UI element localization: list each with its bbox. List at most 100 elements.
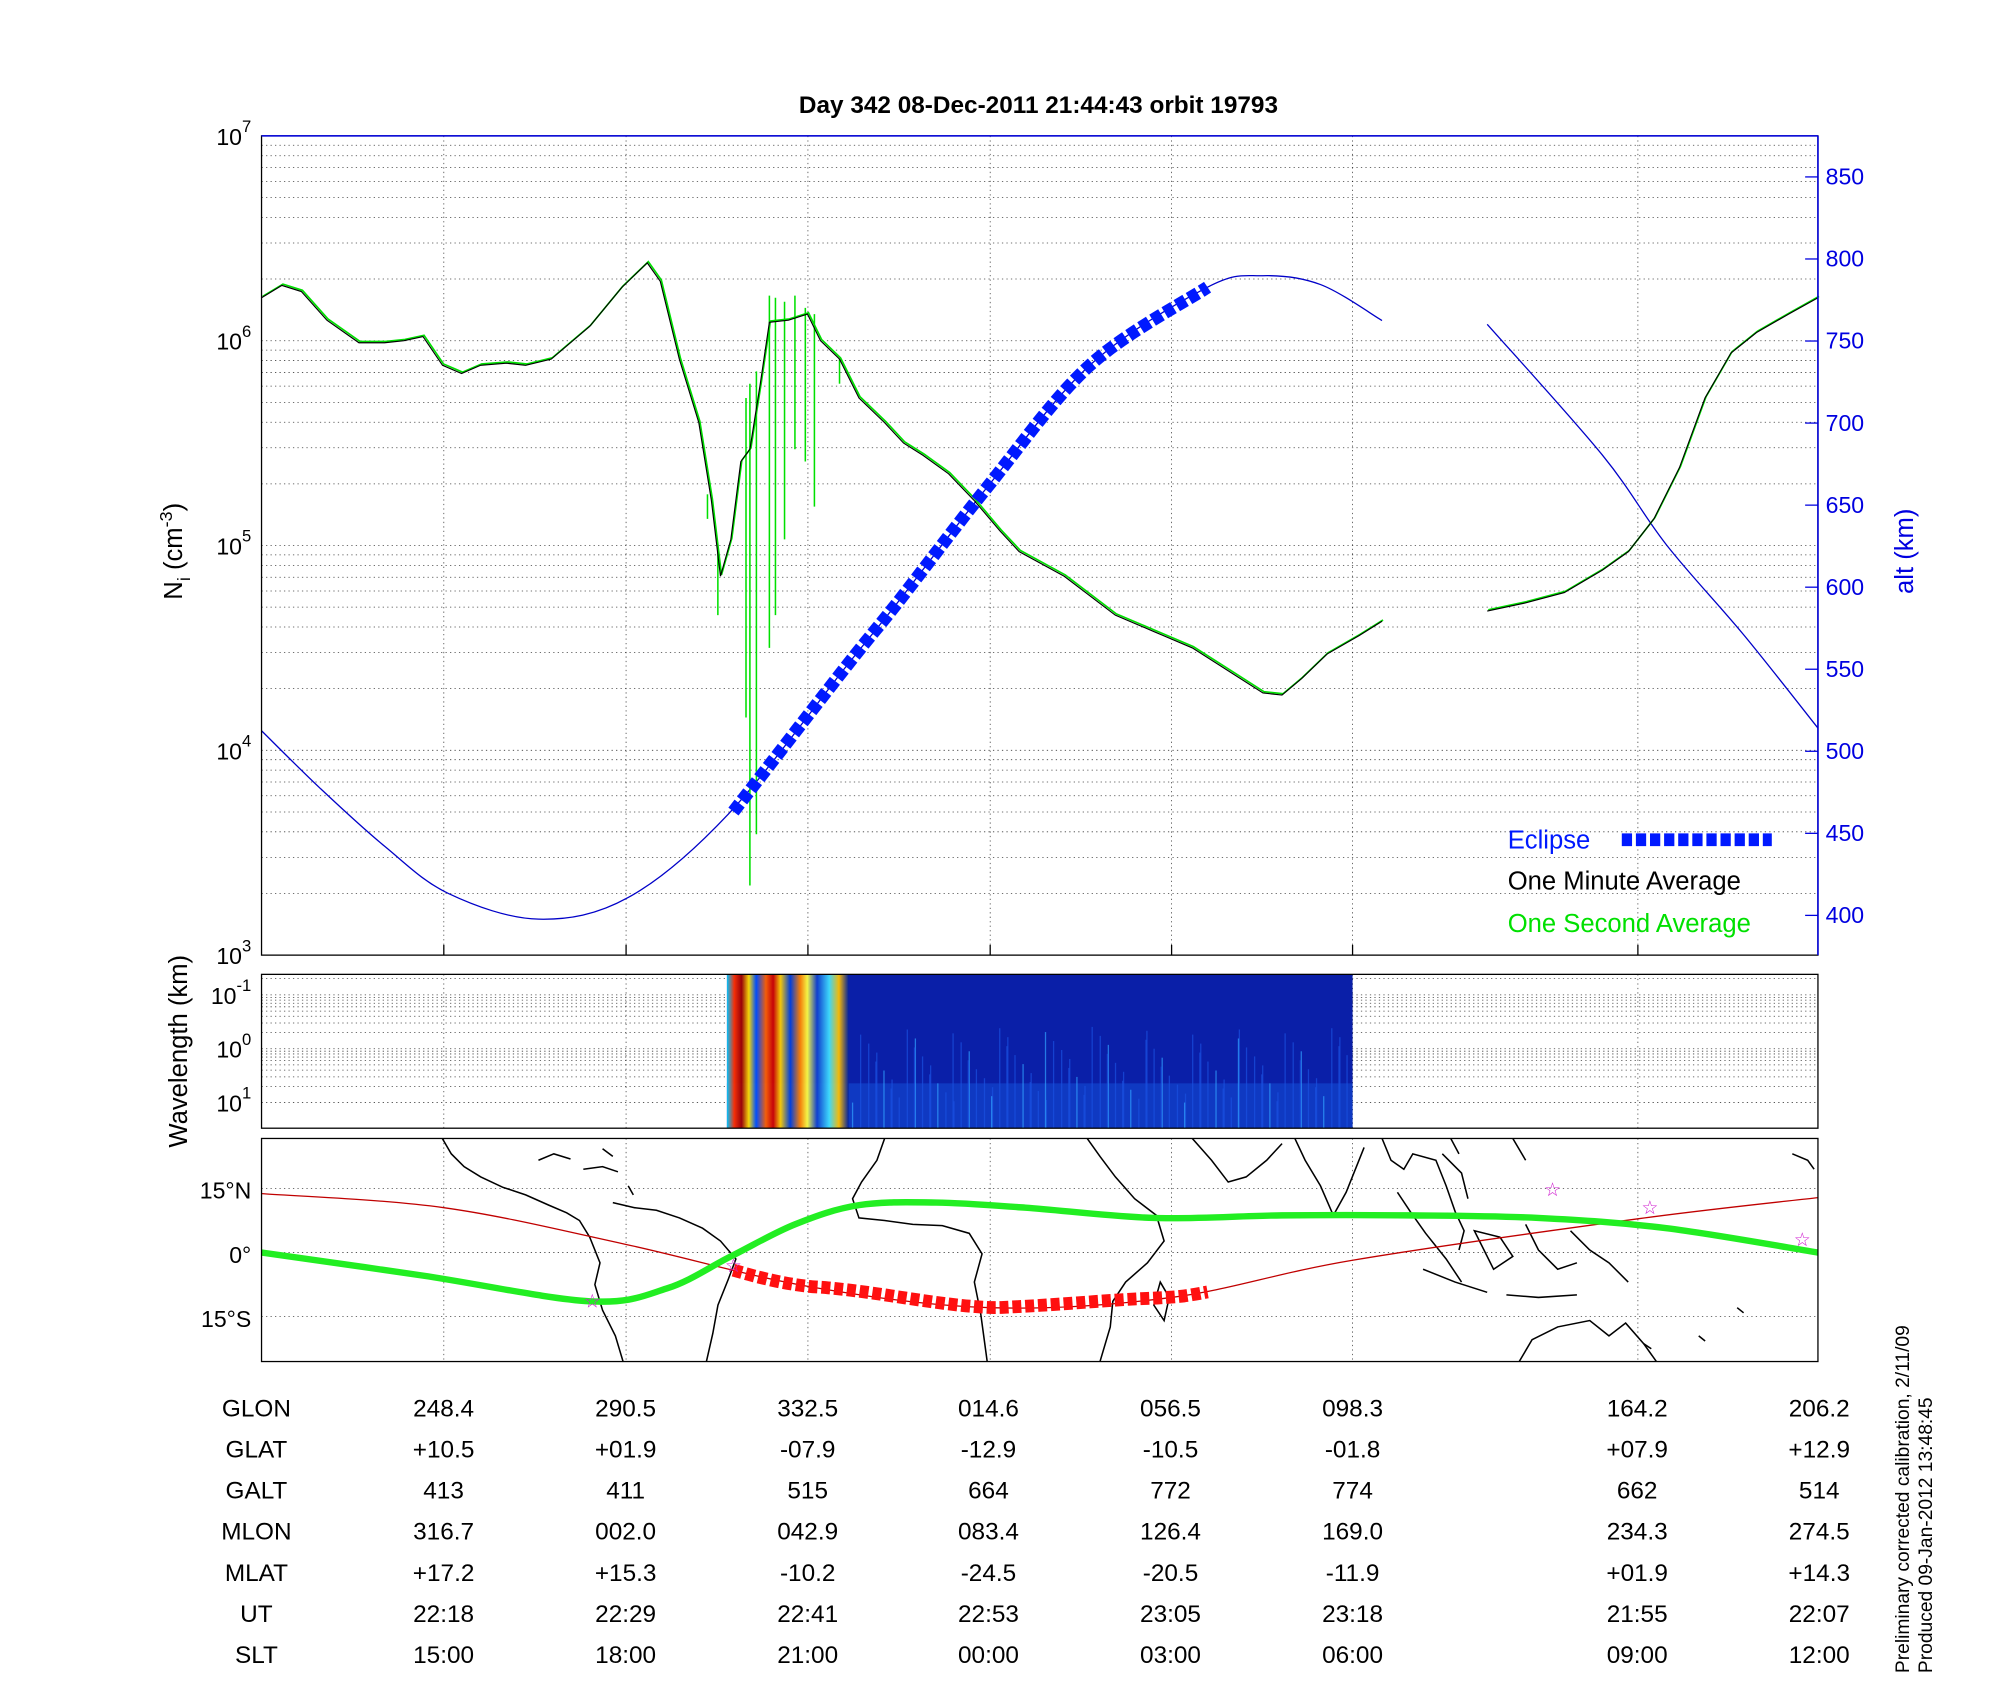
table-row: SLT 15:00 18:00 21:00 00:00 03:00 06:00 09:00 12… [235,1642,1850,1669]
table-row: GALT 413 411 515 664 772 774 662 514 [226,1478,1840,1505]
table-cell: 164.2 [1607,1396,1668,1423]
table-cell: 290.5 [595,1396,656,1423]
y-tick-label: 105 [216,527,251,560]
coast-central-america [441,1138,624,1362]
table-cell: 22:41 [777,1601,838,1628]
table-cell: -24.5 [961,1560,1017,1587]
coast-africa-west [851,1138,988,1362]
spec-y-tick-label: 101 [216,1084,251,1117]
alt-tick-label: 500 [1826,738,1864,764]
one-minute-segment [1487,297,1819,612]
eclipse-ground-track [731,1264,1209,1314]
alt-tick-label: 700 [1826,410,1864,436]
alt-tick-label: 450 [1826,820,1864,846]
orbit-parameter-table: GLON 248.4 290.5 332.5 014.6 056.5 098.3 164.2 2… [221,1396,1850,1669]
y-tick-exp: 3 [242,936,251,955]
spec-tick-exp: 0 [242,1030,251,1049]
table-cell: 772 [1150,1478,1191,1505]
row-label: MLON [221,1519,291,1546]
table-cell: -11.9 [1326,1560,1380,1587]
row-label: GLAT [226,1437,288,1464]
table-row: MLAT +17.2 +15.3 -10.2 -24.5 -20.5 -11.9 +01.9 +… [225,1560,1850,1587]
star-marker-icon: ☆ [584,1292,601,1313]
alt-tick-label: 550 [1826,656,1864,682]
magnetic-equator-line [261,1199,1818,1305]
table-row: UT 22:18 22:29 22:41 22:53 23:05 23:18 21:55 22:… [240,1601,1850,1628]
table-cell: +14.3 [1788,1560,1850,1587]
table-cell: 014.6 [958,1396,1019,1423]
table-row: MLON 316.7 002.0 042.9 083.4 126.4 169.0 234.3 2… [221,1519,1849,1546]
legend: Eclipse One Minute Average One Second Av… [1508,827,1772,938]
footer-produced: Produced 09-Jan-2012 13:48:45 [1916,1397,1937,1673]
y-tick-label: 106 [216,322,251,355]
legend-one-minute: One Minute Average [1508,868,1741,896]
star-marker-icon: ☆ [1641,1198,1658,1219]
coast-india [1294,1138,1365,1218]
altitude-axis-label: alt (km) [1891,509,1919,594]
alt-tick-label: 600 [1826,574,1864,600]
y-tick-base: 10 [216,329,242,355]
spectrogram-hot-band [726,974,849,1129]
star-marker-icon: ☆ [725,1256,742,1277]
coast-philippines [1441,1138,1469,1199]
spectrogram-streaks [851,1026,1348,1129]
star-marker-icon: ☆ [1544,1180,1561,1201]
table-cell: 23:05 [1140,1601,1201,1628]
coast-australia [1518,1319,1658,1362]
one-minute-average-line [261,261,1819,696]
alt-tick-label: 850 [1826,164,1864,190]
footer-calibration: Preliminary corrected calibration, 2/11/… [1893,1325,1914,1673]
table-cell: +01.9 [1606,1560,1668,1587]
spectrogram-gridlines [261,974,1818,1129]
alt-tick-label: 800 [1826,246,1864,272]
alt-tick-label: 750 [1826,328,1864,354]
ylabel-sup: -3 [156,511,176,527]
table-cell: -12.9 [961,1437,1017,1464]
table-cell: 169.0 [1322,1519,1383,1546]
y-tick-exp: 4 [242,731,251,750]
y-tick-label: 107 [216,117,251,150]
spec-tick-base: 10 [216,1091,242,1117]
y-tick-exp: 7 [242,117,251,136]
coastlines [441,1138,1815,1362]
table-cell: 274.5 [1789,1519,1850,1546]
table-cell: 413 [423,1478,464,1505]
row-label: UT [240,1601,273,1628]
row-label: MLAT [225,1560,288,1587]
table-cell: 332.5 [777,1396,838,1423]
table-cell: 206.2 [1789,1396,1850,1423]
map-lat-label: 15°S [201,1306,251,1332]
table-cell: +15.3 [595,1560,657,1587]
spec-tick-base: 10 [216,1037,242,1063]
y-tick-exp: 6 [242,322,251,341]
one-second-segment [262,260,1384,695]
spec-tick-base: 10 [211,983,237,1009]
density-axis-label: Ni (cm-3) [156,503,194,600]
ylabel-unit: (cm [160,527,188,577]
table-cell: 316.7 [413,1519,474,1546]
table-cell: -10.5 [1143,1437,1199,1464]
table-cell: 126.4 [1140,1519,1201,1546]
table-cell: +10.5 [413,1437,475,1464]
legend-one-second: One Second Average [1508,910,1751,938]
table-cell: 248.4 [413,1396,474,1423]
alt-tick-label: 400 [1826,902,1864,928]
ylabel-main: N [160,581,188,600]
table-cell: 056.5 [1140,1396,1201,1423]
table-cell: 042.9 [777,1519,838,1546]
table-cell: 15:00 [413,1642,474,1669]
ground-track-map: ☆ ☆ ☆ ☆ ☆ 15°N 0° 15°S [200,1137,1819,1363]
coast-pacific-islands [1512,1138,1815,1350]
table-cell: -07.9 [780,1437,836,1464]
ylabel-close: ) [160,503,188,512]
wavelength-axis-label: Wavelength (km) [165,955,193,1148]
table-cell: 234.3 [1607,1519,1668,1546]
density-altitude-panel: 1031041051061074004505005506006507007508… [156,117,1919,969]
coast-malaysia-sumatra [1396,1191,1488,1294]
table-cell: 03:00 [1140,1642,1201,1669]
spec-tick-exp: 1 [242,1084,251,1103]
table-cell: 06:00 [1322,1642,1383,1669]
table-cell: +12.9 [1788,1437,1850,1464]
top-gridlines [261,135,1818,956]
